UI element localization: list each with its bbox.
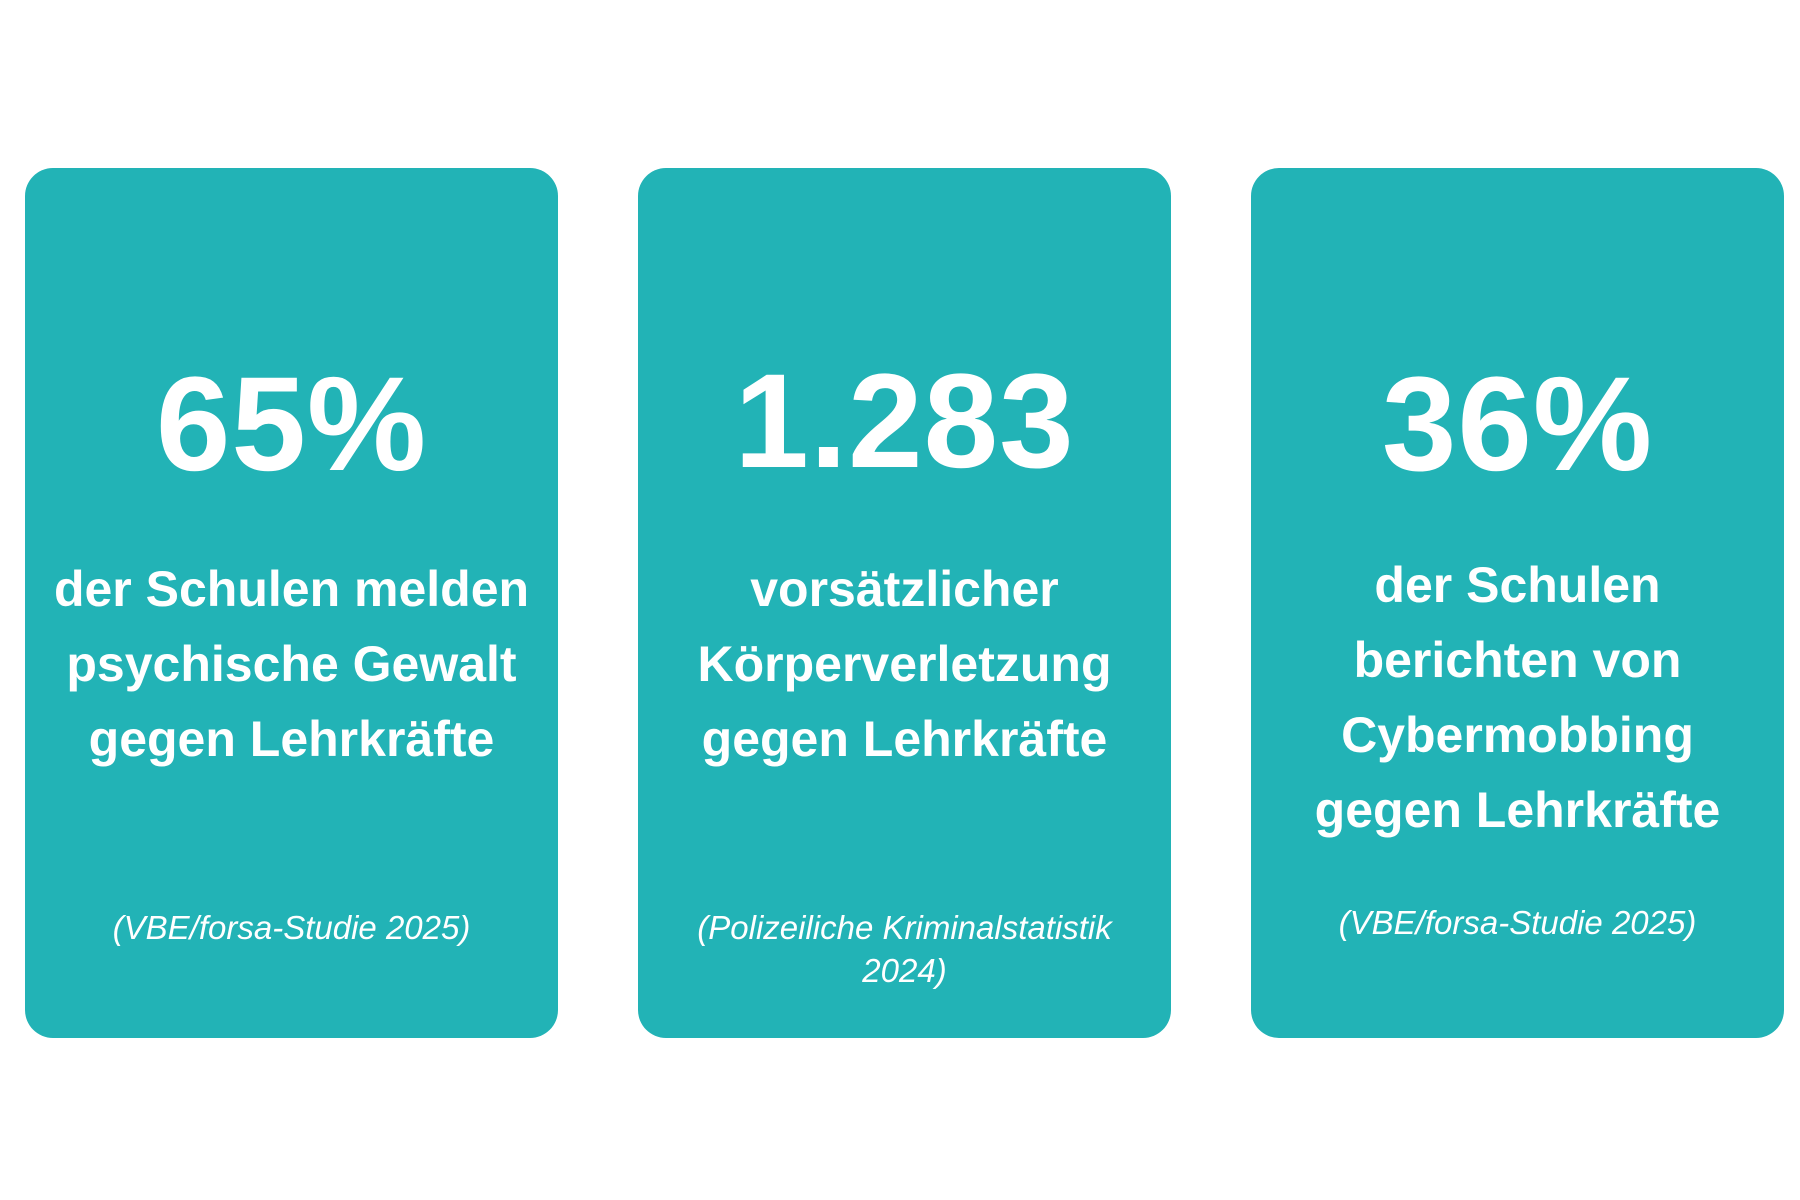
description-line: berichten von — [1353, 632, 1682, 688]
description-line: gegen Lehrkräfte — [88, 711, 495, 767]
description-line: Körperverletzung — [697, 636, 1112, 692]
stat-value: 36% — [1381, 350, 1654, 499]
description-line: Cybermobbing — [1341, 707, 1694, 763]
stat-description: der Schulen melden psychische Gewalt geg… — [35, 552, 548, 777]
stat-source: (VBE/forsa-Studie 2025) — [1338, 904, 1697, 941]
description-line: der Schulen melden — [53, 561, 530, 617]
stat-card-koerperverletzung: 1.283 vorsätzlicher Körperverletzung geg… — [638, 168, 1171, 1038]
description-line: vorsätzlicher — [750, 561, 1059, 617]
description-line: gegen Lehrkräfte — [1314, 782, 1721, 838]
stat-value: 1.283 — [734, 347, 1075, 496]
stat-source: (VBE/forsa-Studie 2025) — [112, 909, 471, 946]
stat-card-psychische-gewalt: 65% der Schulen melden psychische Gewalt… — [25, 168, 558, 1038]
stat-value: 65% — [155, 350, 428, 499]
stat-source: (Polizeiliche Kriminalstatistik 2024) — [697, 909, 1112, 989]
description-line: psychische Gewalt — [66, 636, 517, 692]
description-line: gegen Lehrkräfte — [701, 711, 1108, 767]
stat-description: vorsätzlicher Körperverletzung gegen Leh… — [648, 552, 1161, 777]
stat-description: der Schulen berichten von Cybermobbing g… — [1261, 548, 1774, 848]
stat-card-cybermobbing: 36% der Schulen berichten von Cybermobbi… — [1251, 168, 1784, 1038]
description-line: der Schulen — [1374, 557, 1661, 613]
